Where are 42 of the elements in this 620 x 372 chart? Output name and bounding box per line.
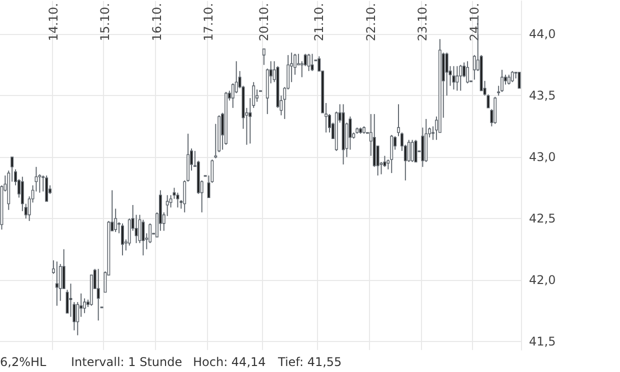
candlestick (176, 192, 180, 208)
candlestick (452, 66, 456, 90)
candlestick (445, 52, 448, 96)
text: Tief: 41,55 (277, 355, 342, 369)
candlestick (20, 176, 24, 212)
y-tick-label: 42,5 (529, 212, 556, 226)
candlestick (55, 261, 58, 306)
candlestick (307, 53, 310, 72)
y-tick-label: 43,5 (529, 88, 556, 103)
candlestick (510, 70, 514, 83)
text: Intervall: 1 Stunde (71, 355, 182, 369)
x-tick-label: 22.10. (364, 3, 378, 42)
candlestick (121, 222, 124, 256)
x-tick-label: 21.10. (312, 3, 326, 42)
candlestick (96, 268, 100, 322)
candlestick (459, 64, 462, 92)
x-tick-label: 16.10. (150, 3, 164, 42)
candlestick (466, 60, 469, 84)
candlestick (390, 134, 394, 174)
candlestick (500, 69, 504, 92)
y-tick-label: 43,0 (529, 150, 556, 164)
candlestick (507, 74, 510, 86)
candlestick (296, 53, 300, 66)
y-tick-label: 42,0 (529, 272, 556, 287)
candlestick (410, 139, 414, 162)
x-tick-label: 15.10. (98, 3, 112, 42)
candlestick (256, 88, 259, 102)
candlestick (45, 175, 48, 202)
text: Hoch: 44,14 (193, 355, 266, 369)
candlestick (83, 298, 86, 314)
candlestick (62, 248, 66, 290)
y-tick-label: 44,0 (529, 27, 556, 42)
candlestick (262, 48, 266, 66)
candlestick (456, 66, 459, 92)
candlestick (518, 72, 521, 89)
candlestick (142, 219, 145, 256)
x-tick-label: 20.10. (256, 3, 271, 42)
text: 6,2%HL (0, 355, 47, 369)
x-tick-label: 23.10. (416, 3, 430, 42)
x-tick-label: 17.10. (202, 3, 216, 42)
y-tick-label: 41,5 (529, 334, 556, 348)
x-tick-label: 14.10. (46, 3, 60, 42)
